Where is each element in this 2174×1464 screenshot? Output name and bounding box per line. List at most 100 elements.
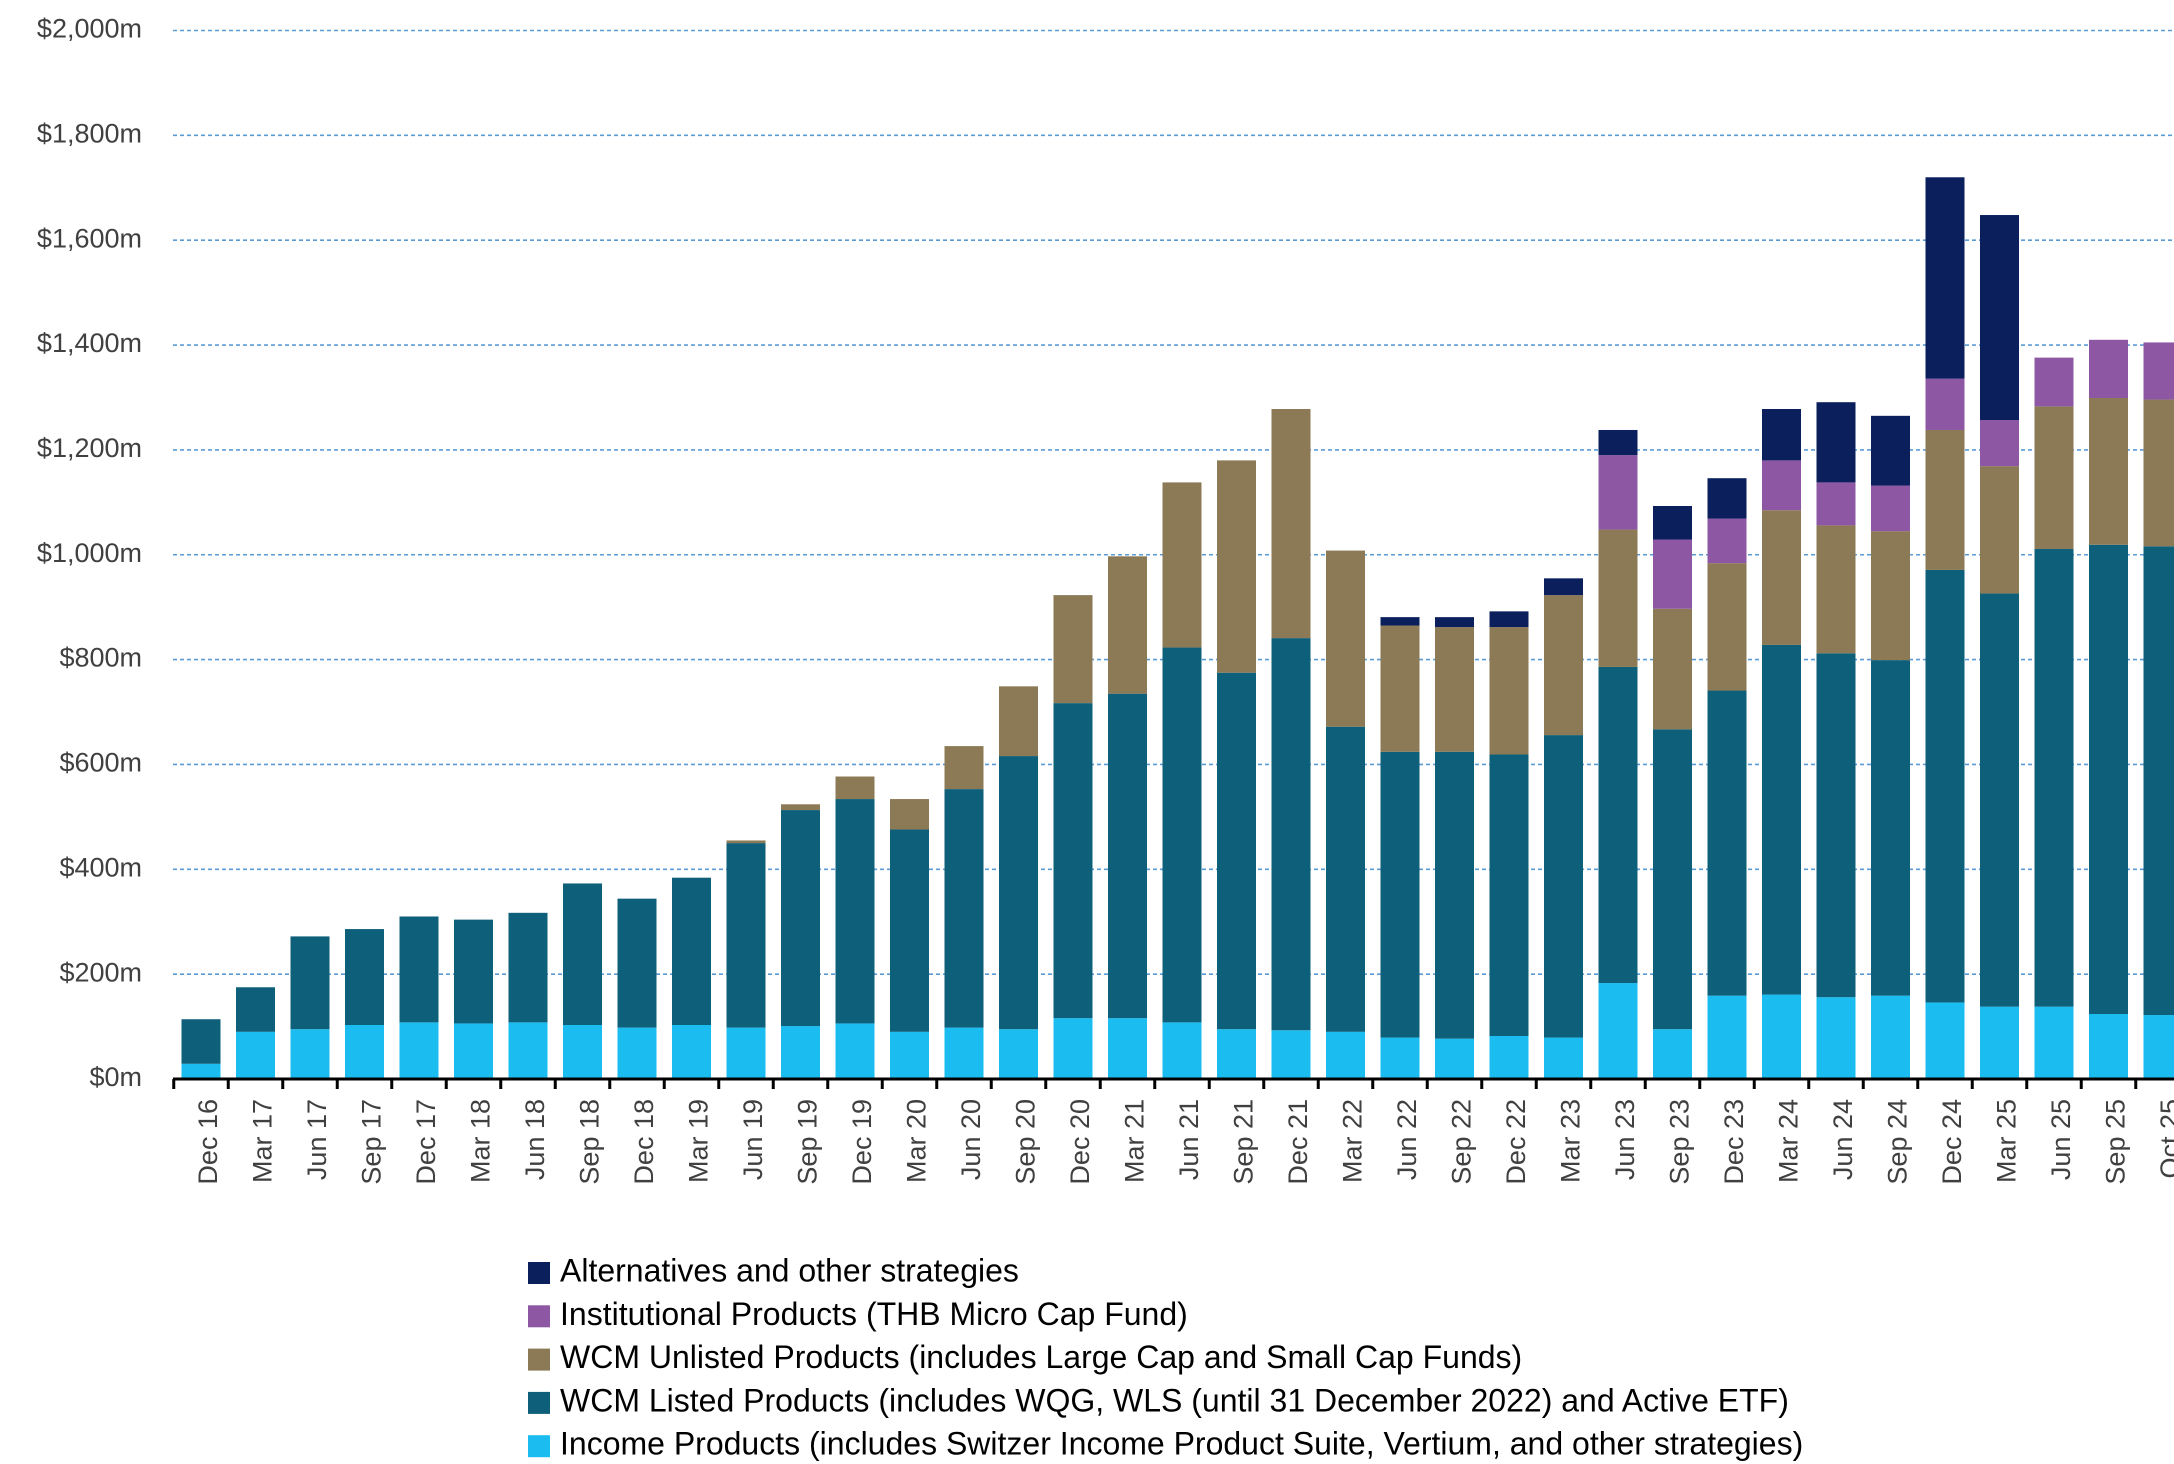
x-tick-label: Sep 18 [575,1099,605,1185]
bar-segment [1326,726,1365,1032]
x-tick-label: Dec 24 [1937,1099,1967,1185]
bar-segment [1217,672,1256,1030]
bar-segment [1925,429,1965,570]
bar-segment [1380,625,1420,752]
bar-segment [1435,617,1474,628]
y-tick-label: $1,400m [37,328,142,358]
bar-segment [1217,1029,1256,1079]
y-tick-label: $1,800m [37,118,142,148]
bar-segment [835,799,875,1024]
x-tick-label: Dec 17 [411,1099,441,1185]
x-tick-label: Jun 21 [1174,1099,1204,1180]
bar-segment [2034,1006,2074,1079]
bar-segment [1980,420,2019,467]
bar-segment [835,776,875,800]
legend-swatch [528,1348,550,1371]
x-tick-label: Dec 21 [1283,1099,1313,1185]
bar-segment [563,883,602,1026]
x-tick-label: Dec 16 [193,1099,223,1185]
bar-segment [944,746,984,790]
bar-segment [890,829,929,1032]
bar-segment [1925,378,1965,430]
bar-segment [999,756,1038,1030]
bar-segment [1653,505,1692,540]
bar-segment [1925,177,1965,379]
bar-segment [1871,995,1910,1079]
legend-label: WCM Unlisted Products (includes Large Ca… [560,1339,1522,1375]
legend-label: Alternatives and other strategies [560,1252,1019,1288]
bar-segment [1980,593,2019,1007]
bar-segment [890,1031,929,1079]
x-tick-label: Mar 20 [902,1099,932,1183]
bar-segment [236,987,275,1032]
bar-segment [2143,342,2174,400]
bar-segment [1053,703,1093,1019]
bar-segment [2143,546,2174,1016]
y-tick-label: $0m [89,1062,142,1092]
bar-segment [2089,544,2128,1014]
legend-label: Institutional Products (THB Micro Cap Fu… [560,1296,1188,1332]
x-tick-label: Jun 23 [1610,1099,1640,1180]
bar-segment [1762,460,1801,511]
x-tick-label: Jun 17 [302,1099,332,1180]
bar-segment [1162,482,1202,648]
bar-segment [508,1022,548,1079]
bar-segment [1707,563,1747,691]
bar-segment [1598,429,1638,456]
x-tick-label: Mar 17 [248,1099,278,1183]
bar-segment [1980,466,2019,594]
bar-segment [1598,666,1638,984]
x-tick-label: Mar 19 [684,1099,714,1183]
x-tick-label: Jun 24 [1828,1099,1858,1180]
bar-segment [1653,539,1692,609]
bar-segment [1162,647,1202,1023]
x-tick-label: Sep 24 [1883,1099,1913,1185]
bar-segment [1053,1018,1093,1079]
bar-segment [454,919,493,1024]
x-tick-label: Mar 21 [1120,1099,1150,1183]
x-tick-label: Dec 18 [629,1099,659,1185]
bar-segment [781,810,820,1027]
bar-segment [781,804,820,811]
bar-segment [672,877,711,1026]
bar-segment [290,936,330,1030]
x-tick-label: Sep 22 [1447,1099,1477,1185]
bar-segment [726,1027,766,1079]
bar-segment [1544,578,1583,596]
bar-segment [2089,1013,2128,1079]
bar-segment [181,1063,221,1079]
bar-segment [1271,1030,1311,1079]
bar-segment [1326,1031,1365,1079]
bar-segment [1707,690,1747,996]
legend-swatch [528,1391,550,1414]
bar-segment [726,840,766,844]
legend-swatch [528,1435,550,1458]
legend-label: Income Products (includes Switzer Income… [560,1426,1803,1462]
bar-segment [2034,357,2074,407]
x-tick-label: Sep 23 [1665,1099,1695,1185]
bar-segment [236,1031,275,1079]
bar-segment [1598,529,1638,667]
bar-segment [1380,751,1420,1038]
bar-segment [1653,729,1692,1030]
bar-segment [1108,556,1147,694]
bar-segment [345,1025,384,1079]
bar-segment [726,843,766,1028]
y-tick-label: $1,200m [37,433,142,463]
bar-segment [1544,735,1583,1038]
bar-segment [2089,339,2128,398]
x-tick-label: Mar 22 [1338,1099,1368,1183]
bar-segment [944,789,984,1028]
y-tick-label: $400m [59,852,142,882]
bar-segment [1816,653,1856,998]
bar-segment [1326,550,1365,727]
x-tick-label: Jun 25 [2046,1099,2076,1180]
y-tick-label: $600m [59,748,142,778]
bar-segment [1435,751,1474,1039]
bar-segment [1871,660,1910,996]
bar-segment [1762,510,1801,645]
bar-segment [2034,548,2074,1007]
bar-segment [563,1025,602,1079]
x-tick-label: Sep 21 [1229,1099,1259,1185]
x-tick-label: Mar 25 [1992,1099,2022,1183]
